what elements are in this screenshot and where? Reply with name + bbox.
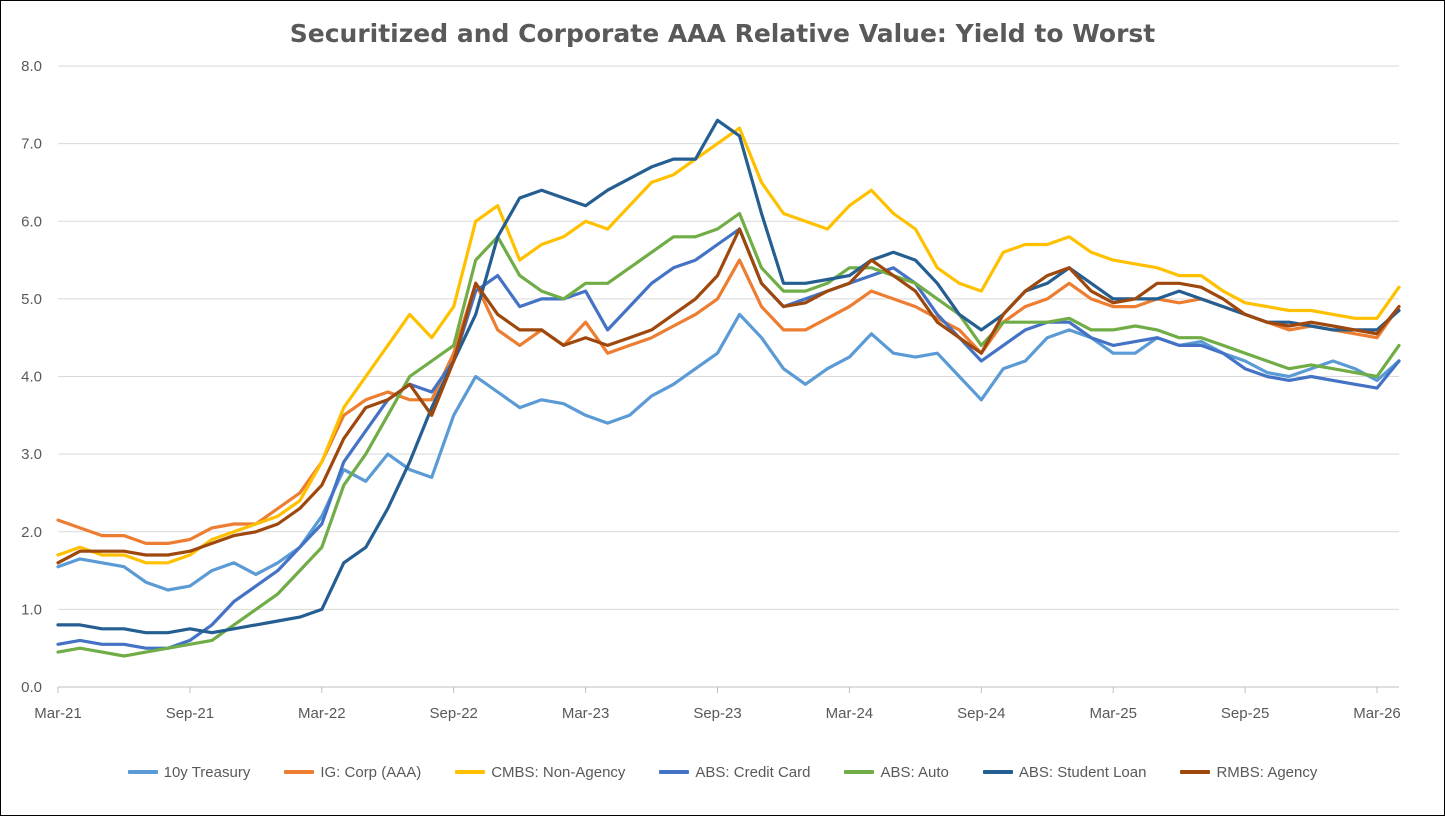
- legend-item-abs-credit-card: ABS: Credit Card: [659, 764, 810, 781]
- legend-swatch: [1180, 770, 1211, 774]
- legend-item-abs-auto: ABS: Auto: [844, 763, 949, 781]
- legend-swatch: [982, 770, 1013, 774]
- legend-swatch: [284, 770, 315, 774]
- x-tick-label: Mar-24: [826, 705, 874, 722]
- legend-item-abs-student-loan: ABS: Student Loan: [982, 763, 1147, 781]
- x-tick-label: Sep-22: [430, 705, 478, 722]
- series-line-abs-credit-card: [56, 227, 1401, 650]
- x-tick-label: Sep-24: [957, 705, 1005, 722]
- legend-label: IG: Corp (AAA): [320, 763, 422, 781]
- legend-item-rmbs-agency: RMBS: Agency: [1180, 764, 1317, 781]
- y-tick-label: 8.0: [21, 58, 42, 75]
- y-tick-label: 3.0: [21, 446, 42, 463]
- legend-swatch: [127, 770, 158, 774]
- legend-swatch: [659, 770, 690, 774]
- x-tick-label: Sep-25: [1221, 705, 1269, 722]
- axes: [57, 686, 1399, 693]
- series-line-ig-corp-aaa: [56, 258, 1401, 545]
- chart-title: Securitized and Corporate AAA Relative V…: [289, 19, 1156, 48]
- y-tick-label: 4.0: [21, 369, 42, 386]
- x-tick-label: Mar-21: [34, 705, 82, 722]
- x-tick-label: Sep-23: [693, 705, 741, 722]
- legend-swatch: [844, 770, 875, 774]
- legend-item-10y-treasury: 10y Treasury: [127, 763, 251, 781]
- x-tick-label: Mar-23: [562, 705, 610, 722]
- y-tick-label: 1.0: [21, 601, 42, 618]
- series-line-abs-student-loan: [56, 118, 1401, 635]
- y-tick-label: 7.0: [21, 136, 42, 153]
- series-line-rmbs-agency: [56, 227, 1401, 565]
- legend-label: ABS: Auto: [880, 763, 949, 781]
- legend-label: CMBS: Non-Agency: [491, 763, 626, 781]
- x-tick-label: Mar-22: [298, 705, 346, 722]
- series-line-cmbs-non-agency: [56, 126, 1401, 565]
- legend: 10y Treasury IG: Corp (AAA) CMBS: Non-Agen…: [1, 759, 1444, 785]
- y-tick-label: 6.0: [21, 213, 42, 230]
- legend-label: ABS: Student Loan: [1018, 763, 1147, 781]
- y-tick-label: 2.0: [21, 524, 42, 541]
- x-tick-label: Sep-21: [166, 705, 214, 722]
- tick-labels: 0.0 1.0 2.0 3.0 4.0 5.0 6.0 7.0 8.0 Mar-21 Sep-21 M…: [21, 58, 1401, 722]
- legend-item-cmbs-non-agency: CMBS: Non-Agency: [455, 764, 625, 781]
- legend-label: 10y Treasury: [163, 763, 251, 781]
- legend-swatch: [455, 770, 486, 774]
- legend-item-ig-corp-aaa: IG: Corp (AAA): [284, 764, 421, 781]
- legend-label: ABS: Credit Card: [695, 763, 811, 781]
- series-lines: [56, 118, 1401, 658]
- y-tick-label: 0.0: [21, 679, 42, 696]
- series-line-10y-treasury: [56, 312, 1401, 592]
- x-tick-label: Mar-25: [1089, 705, 1137, 722]
- legend-label: RMBS: Agency: [1216, 763, 1318, 781]
- y-tick-label: 5.0: [21, 291, 42, 308]
- series-line-abs-auto: [56, 211, 1401, 658]
- x-tick-label: Mar-26: [1353, 705, 1401, 722]
